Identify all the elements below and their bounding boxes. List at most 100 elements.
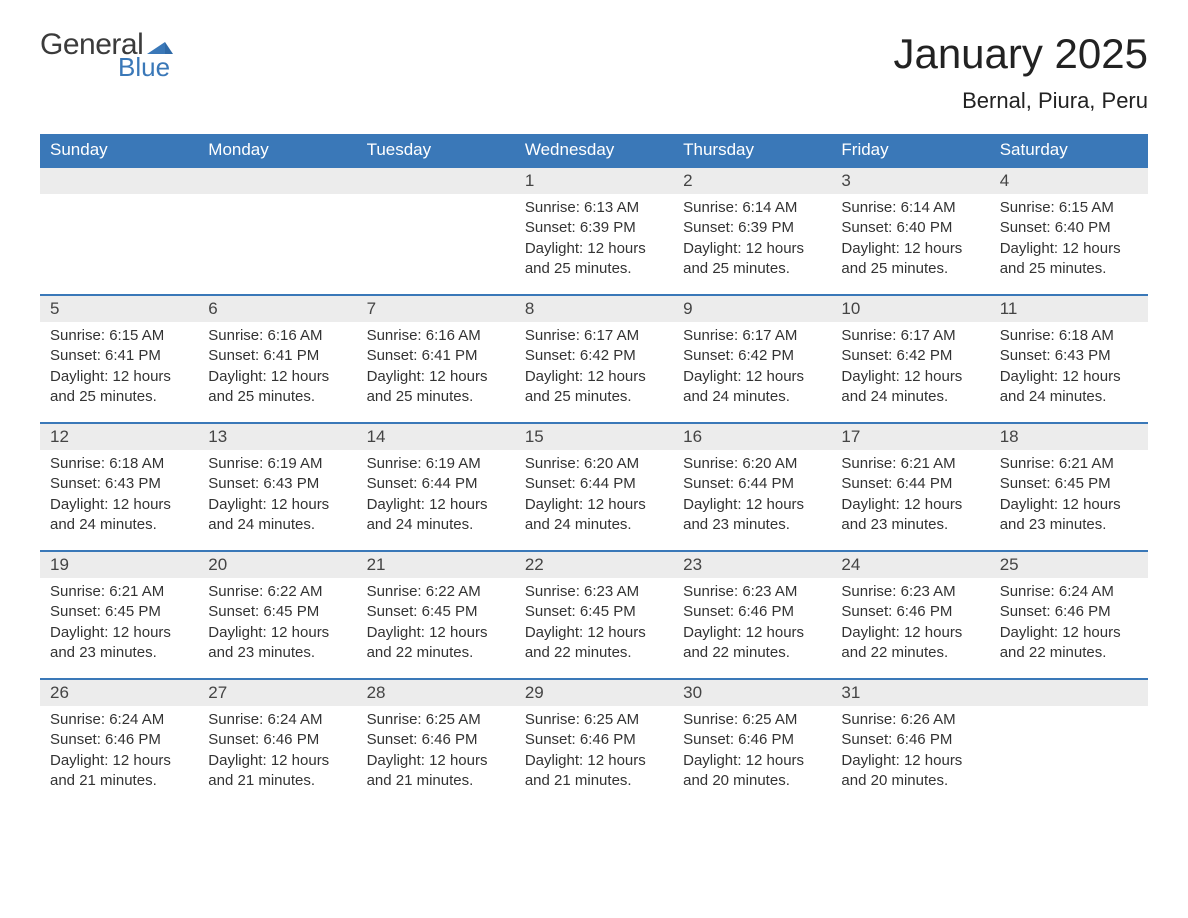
weekday-header: Tuesday [357,134,515,166]
day-number: 27 [208,683,227,702]
daylight-line: Daylight: 12 hours and 22 minutes. [841,623,979,664]
daylight-label: Daylight: [525,496,588,513]
sunset-line: Sunset: 6:45 PM [525,602,663,622]
sunrise-label: Sunrise: [50,327,109,344]
daylight-line: Daylight: 12 hours and 24 minutes. [683,367,821,408]
daylight-label: Daylight: [50,752,113,769]
calendar-cell: 22Sunrise: 6:23 AMSunset: 6:45 PMDayligh… [515,550,673,678]
sunset-value: 6:45 PM [105,603,161,620]
calendar-cell: 21Sunrise: 6:22 AMSunset: 6:45 PMDayligh… [357,550,515,678]
sunset-line: Sunset: 6:41 PM [50,346,188,366]
day-number: 5 [50,299,59,318]
daylight-label: Daylight: [1000,624,1063,641]
day-number: 19 [50,555,69,574]
daylight-line: Daylight: 12 hours and 25 minutes. [50,367,188,408]
sunset-value: 6:45 PM [263,603,319,620]
day-number: 20 [208,555,227,574]
sunset-label: Sunset: [1000,219,1055,236]
sunset-value: 6:46 PM [896,603,952,620]
day-number-bar: 4 [990,166,1148,194]
day-number: 24 [841,555,860,574]
sunset-label: Sunset: [841,731,896,748]
sunrise-value: 6:26 AM [901,711,956,728]
calendar-cell: 15Sunrise: 6:20 AMSunset: 6:44 PMDayligh… [515,422,673,550]
daylight-label: Daylight: [683,368,746,385]
calendar-cell: 6Sunrise: 6:16 AMSunset: 6:41 PMDaylight… [198,294,356,422]
daylight-label: Daylight: [1000,368,1063,385]
day-number-bar: 13 [198,422,356,450]
day-number: 25 [1000,555,1019,574]
day-number-bar: 24 [831,550,989,578]
page-header: General Blue January 2025 Bernal, Piura,… [40,30,1148,114]
day-body: Sunrise: 6:17 AMSunset: 6:42 PMDaylight:… [515,322,673,415]
sunrise-label: Sunrise: [841,455,900,472]
calendar-cell: 12Sunrise: 6:18 AMSunset: 6:43 PMDayligh… [40,422,198,550]
day-body: Sunrise: 6:25 AMSunset: 6:46 PMDaylight:… [673,706,831,799]
calendar-cell: 20Sunrise: 6:22 AMSunset: 6:45 PMDayligh… [198,550,356,678]
day-number: 29 [525,683,544,702]
weekday-header: Saturday [990,134,1148,166]
day-number-bar: 16 [673,422,831,450]
day-number-bar: 14 [357,422,515,450]
sunset-label: Sunset: [1000,475,1055,492]
sunset-value: 6:46 PM [422,731,478,748]
weekday-header: Wednesday [515,134,673,166]
day-number-bar: 18 [990,422,1148,450]
sunset-line: Sunset: 6:45 PM [1000,474,1138,494]
day-body: Sunrise: 6:18 AMSunset: 6:43 PMDaylight:… [990,322,1148,415]
day-number-bar: 3 [831,166,989,194]
sunrise-value: 6:17 AM [742,327,797,344]
day-body [198,194,356,206]
daylight-line: Daylight: 12 hours and 24 minutes. [525,495,663,536]
day-body [990,706,1148,718]
daylight-line: Daylight: 12 hours and 25 minutes. [208,367,346,408]
day-number: 8 [525,299,534,318]
sunrise-label: Sunrise: [367,327,426,344]
day-body: Sunrise: 6:19 AMSunset: 6:44 PMDaylight:… [357,450,515,543]
daylight-label: Daylight: [525,240,588,257]
daylight-line: Daylight: 12 hours and 25 minutes. [841,239,979,280]
daylight-label: Daylight: [50,624,113,641]
daylight-label: Daylight: [683,240,746,257]
daylight-label: Daylight: [50,368,113,385]
sunrise-value: 6:15 AM [109,327,164,344]
calendar-cell: 2Sunrise: 6:14 AMSunset: 6:39 PMDaylight… [673,166,831,294]
sunrise-label: Sunrise: [50,583,109,600]
day-number: 9 [683,299,692,318]
day-number-bar: 8 [515,294,673,322]
sunset-value: 6:46 PM [580,731,636,748]
day-body: Sunrise: 6:21 AMSunset: 6:45 PMDaylight:… [40,578,198,671]
sunset-value: 6:44 PM [422,475,478,492]
day-body [40,194,198,206]
sunset-label: Sunset: [525,603,580,620]
day-number: 31 [841,683,860,702]
weekday-header: Sunday [40,134,198,166]
day-number: 18 [1000,427,1019,446]
sunrise-line: Sunrise: 6:14 AM [683,198,821,218]
sunset-line: Sunset: 6:44 PM [525,474,663,494]
sunset-label: Sunset: [525,731,580,748]
sunrise-line: Sunrise: 6:15 AM [50,326,188,346]
daylight-label: Daylight: [841,496,904,513]
daylight-line: Daylight: 12 hours and 21 minutes. [50,751,188,792]
day-body: Sunrise: 6:24 AMSunset: 6:46 PMDaylight:… [990,578,1148,671]
daylight-line: Daylight: 12 hours and 24 minutes. [208,495,346,536]
sunrise-line: Sunrise: 6:25 AM [367,710,505,730]
sunrise-label: Sunrise: [525,327,584,344]
calendar-table: SundayMondayTuesdayWednesdayThursdayFrid… [40,134,1148,806]
sunrise-line: Sunrise: 6:23 AM [841,582,979,602]
sunset-line: Sunset: 6:40 PM [841,218,979,238]
calendar-cell: 28Sunrise: 6:25 AMSunset: 6:46 PMDayligh… [357,678,515,806]
calendar-week-row: 19Sunrise: 6:21 AMSunset: 6:45 PMDayligh… [40,550,1148,678]
daylight-label: Daylight: [367,368,430,385]
sunrise-value: 6:23 AM [742,583,797,600]
sunrise-value: 6:24 AM [1059,583,1114,600]
calendar-cell [357,166,515,294]
calendar-cell: 13Sunrise: 6:19 AMSunset: 6:43 PMDayligh… [198,422,356,550]
sunrise-label: Sunrise: [208,583,267,600]
sunrise-value: 6:14 AM [901,199,956,216]
day-number: 21 [367,555,386,574]
calendar-cell: 3Sunrise: 6:14 AMSunset: 6:40 PMDaylight… [831,166,989,294]
calendar-cell: 31Sunrise: 6:26 AMSunset: 6:46 PMDayligh… [831,678,989,806]
sunset-value: 6:41 PM [105,347,161,364]
